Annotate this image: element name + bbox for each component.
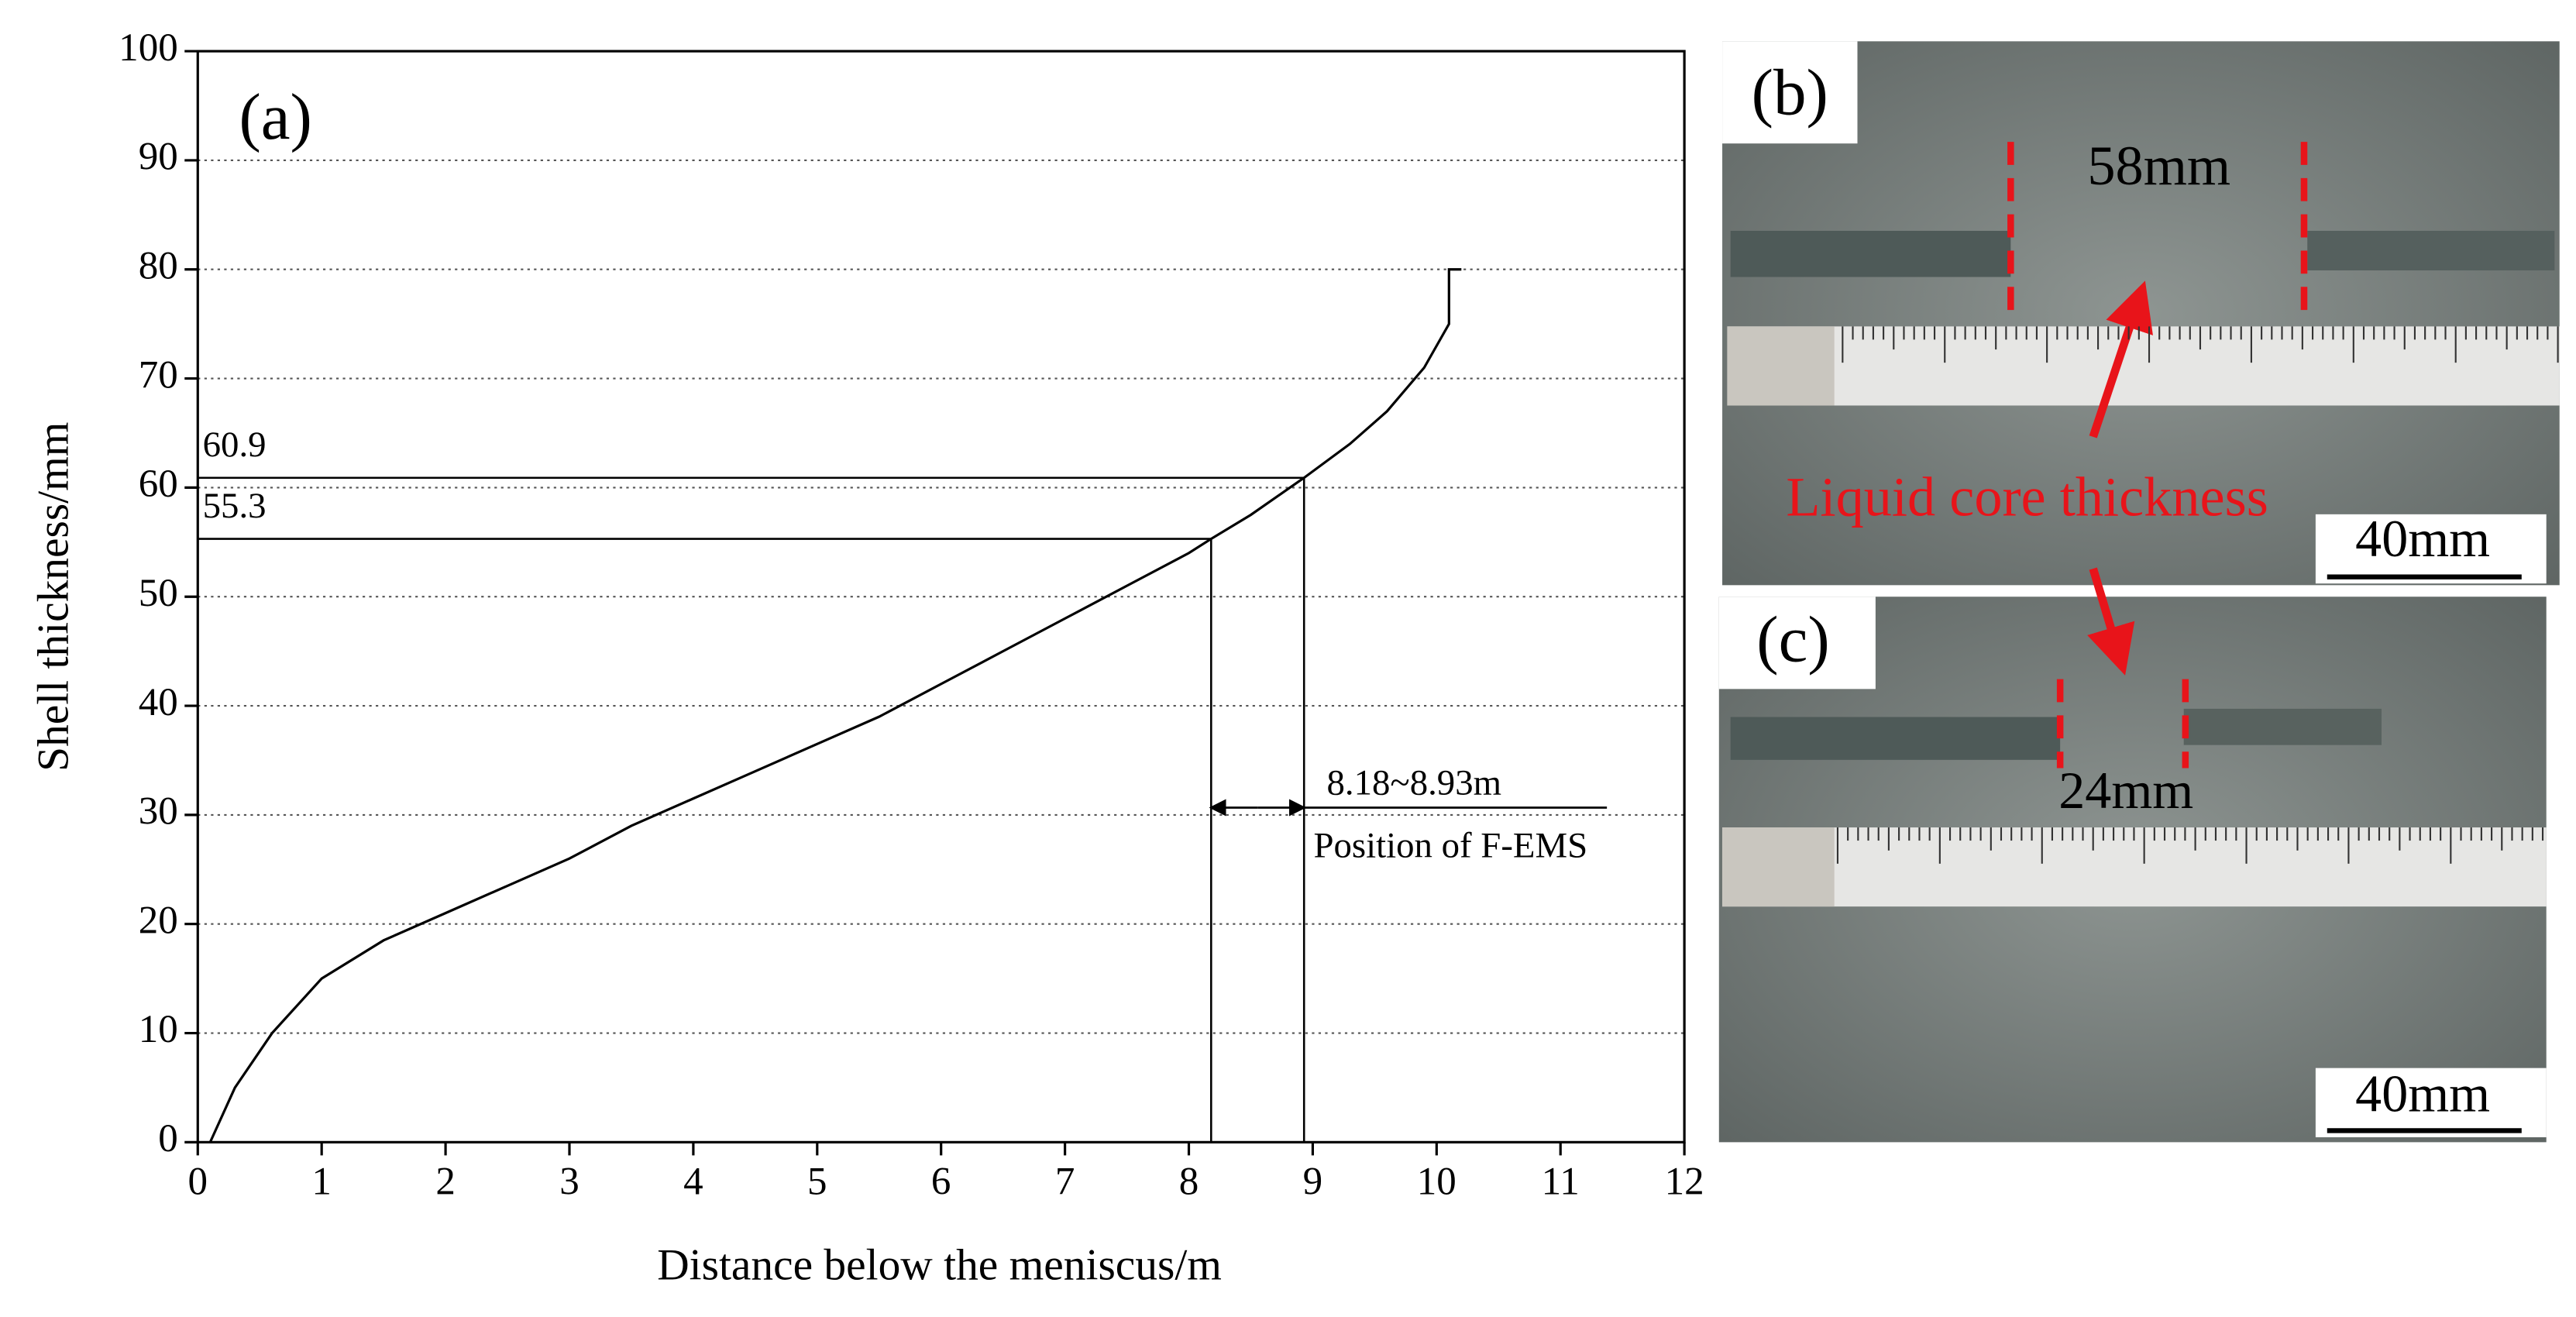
- label-box: [1718, 597, 1876, 689]
- y-tick-label: 0: [158, 1117, 178, 1161]
- y-axis-title: Shell thickness/mm: [29, 422, 78, 772]
- x-tick-label: 12: [1665, 1160, 1704, 1203]
- label-box: [1722, 41, 1858, 144]
- y-tick-label: 10: [139, 1008, 178, 1051]
- red-arrow: [2087, 567, 2135, 676]
- scale-box: [2315, 514, 2547, 584]
- measure-label: 24mm: [2058, 761, 2193, 820]
- range-label: 8.18~8.93m: [1326, 763, 1501, 803]
- ruler-clip: [1727, 326, 1835, 406]
- x-tick-label: 7: [1055, 1160, 1075, 1203]
- y-tick-label: 80: [139, 244, 178, 287]
- panel-label: (c): [1756, 603, 1829, 676]
- x-tick-label: 10: [1417, 1160, 1457, 1203]
- x-tick-label: 4: [683, 1160, 703, 1203]
- panel-label: (b): [1752, 56, 1828, 129]
- y-tick-label: 50: [139, 572, 178, 615]
- x-tick-label: 9: [1303, 1160, 1323, 1203]
- ruler: [1727, 326, 2560, 406]
- x-tick-label: 5: [807, 1160, 827, 1203]
- chart-panel: (a) Distance below the meniscus/m Shell …: [29, 26, 1704, 1290]
- crack-left: [1730, 717, 2061, 760]
- y-tick-label: 40: [139, 681, 178, 724]
- y-tick-label: 90: [139, 136, 178, 179]
- crack-right: [2183, 708, 2382, 745]
- panel-label: (a): [239, 81, 311, 153]
- y-tick-label: 70: [139, 353, 178, 397]
- red-arrow: [2089, 280, 2153, 438]
- measure-label: 58mm: [2087, 135, 2230, 197]
- x-tick-label: 11: [1542, 1160, 1580, 1203]
- scale-box: [2315, 1068, 2547, 1137]
- photo-annotation: Liquid core thickness: [1786, 466, 2268, 528]
- x-tick-label: 3: [559, 1160, 580, 1203]
- x-tick-label: 2: [435, 1160, 456, 1203]
- x-tick-label: 8: [1179, 1160, 1199, 1203]
- x-tick-label: 0: [188, 1160, 208, 1203]
- photo-c: (c) 24mm 40mm: [1718, 597, 2547, 1143]
- scale-label: 40mm: [2355, 1064, 2490, 1123]
- x-tick-label: 1: [311, 1160, 332, 1203]
- ruler-clip: [1722, 827, 1835, 907]
- x-tick-label: 6: [931, 1160, 951, 1203]
- y-tick-label: 60: [139, 462, 178, 506]
- range-note: Position of F-EMS: [1313, 825, 1587, 865]
- marker-label: 55.3: [203, 486, 267, 526]
- y-tick-label: 20: [139, 899, 178, 942]
- y-tick-label: 100: [119, 26, 178, 70]
- marker-label: 60.9: [203, 425, 267, 465]
- crack-left: [1730, 230, 2011, 277]
- crack-right: [2307, 230, 2555, 271]
- scale-label: 40mm: [2355, 509, 2490, 568]
- x-axis-title: Distance below the meniscus/m: [657, 1240, 1222, 1289]
- y-tick-label: 30: [139, 790, 178, 834]
- data-line: [208, 268, 1462, 1143]
- plot-frame: [196, 50, 1686, 1143]
